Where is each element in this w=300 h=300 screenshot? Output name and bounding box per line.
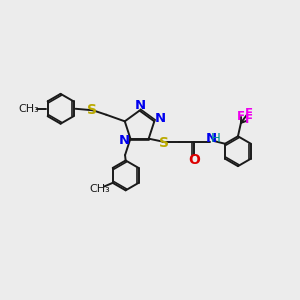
Text: F: F xyxy=(237,110,245,123)
Text: S: S xyxy=(87,103,97,117)
Text: CH₃: CH₃ xyxy=(19,104,40,114)
Text: S: S xyxy=(159,136,169,150)
Text: F: F xyxy=(245,107,253,120)
Text: H: H xyxy=(211,132,221,145)
Text: F: F xyxy=(245,113,253,126)
Text: N: N xyxy=(135,99,146,112)
Text: N: N xyxy=(155,112,166,125)
Text: CH₃: CH₃ xyxy=(89,184,110,194)
Text: N: N xyxy=(119,134,130,147)
Text: N: N xyxy=(206,132,217,145)
Text: O: O xyxy=(188,153,200,167)
